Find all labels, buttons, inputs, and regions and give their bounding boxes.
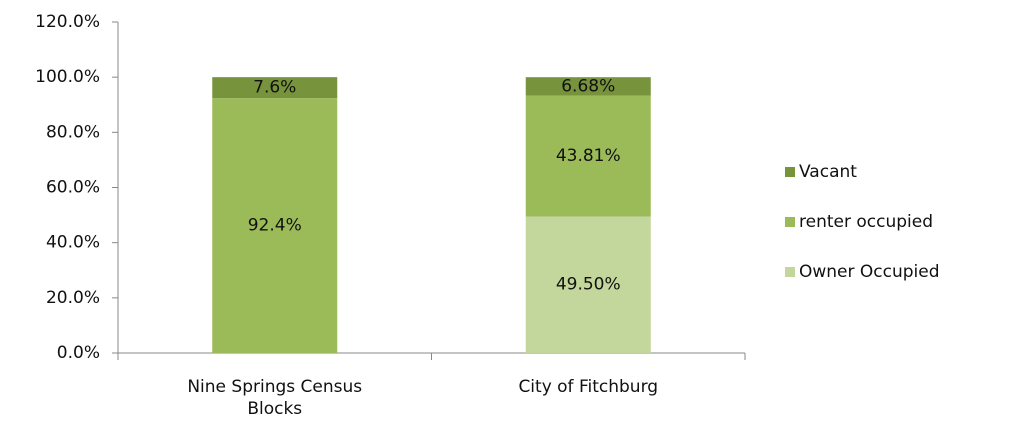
y-tick-label: 20.0% [46,288,100,308]
bar-segment [212,98,338,353]
y-tick-label: 40.0% [46,233,100,253]
legend-label: renter occupied [799,212,933,232]
legend-label: Owner Occupied [799,262,940,282]
x-tick-label: City of Fitchburg [518,377,659,397]
value-label: 49.50% [556,275,621,295]
value-label: 6.68% [561,76,615,96]
legend-label: Vacant [799,162,857,182]
y-tick-label: 60.0% [46,178,100,198]
bar-segment [525,77,651,96]
bar-segment [212,77,338,99]
legend-swatch [785,267,795,277]
y-tick-label: 100.0% [35,67,100,87]
y-tick-label: 120.0% [35,12,100,32]
bar-segment [525,95,651,217]
y-tick-label: 0.0% [57,343,100,363]
bar-segment [525,216,651,353]
legend-swatch [785,167,795,177]
x-tick-label: Nine Springs Census Blocks [187,377,363,419]
value-label: 92.4% [248,216,302,236]
y-tick-label: 80.0% [46,122,100,142]
value-label: 43.81% [556,146,621,166]
legend-swatch [785,217,795,227]
value-label: 7.6% [253,78,296,98]
